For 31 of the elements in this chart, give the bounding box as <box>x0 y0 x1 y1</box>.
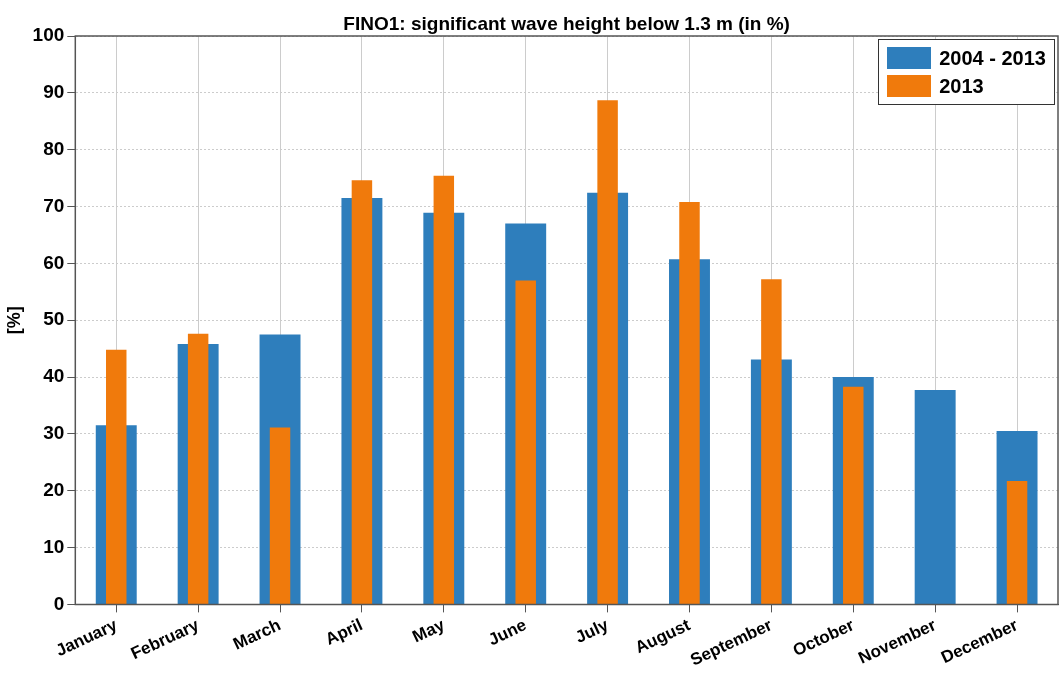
bar <box>187 333 209 604</box>
bar <box>914 390 956 604</box>
y-tick-label: 30 <box>43 422 65 444</box>
bar <box>1006 481 1028 604</box>
y-tick-label: 20 <box>43 478 65 500</box>
bar <box>106 349 127 604</box>
y-tick-label: 60 <box>43 251 65 273</box>
bar <box>597 100 618 604</box>
x-tick-label: April <box>322 615 366 649</box>
bar <box>269 427 291 604</box>
bar <box>679 201 700 604</box>
legend-label: 2004 - 2013 <box>939 46 1046 70</box>
bar <box>351 180 373 604</box>
y-tick-label: 10 <box>43 535 65 557</box>
y-tick-label: 100 <box>32 24 65 46</box>
y-tick-label: 0 <box>53 592 65 614</box>
y-tick-label: 70 <box>43 194 65 216</box>
y-tick-label: 80 <box>43 137 65 159</box>
legend-label: 2013 <box>939 74 984 98</box>
bar <box>433 175 455 604</box>
x-tick-label: July <box>572 615 612 647</box>
y-tick-label: 40 <box>43 365 65 387</box>
y-tick-label: 50 <box>43 308 65 330</box>
y-tick-label: 90 <box>43 81 65 103</box>
bar <box>761 279 782 604</box>
x-tick-label: June <box>485 615 530 650</box>
bar <box>843 386 864 604</box>
bar <box>515 280 536 604</box>
y-axis-title: [%] <box>3 306 24 335</box>
chart-title: FINO1: significant wave height below 1.3 m (in %) <box>343 12 790 34</box>
x-tick-label: May <box>409 615 448 647</box>
